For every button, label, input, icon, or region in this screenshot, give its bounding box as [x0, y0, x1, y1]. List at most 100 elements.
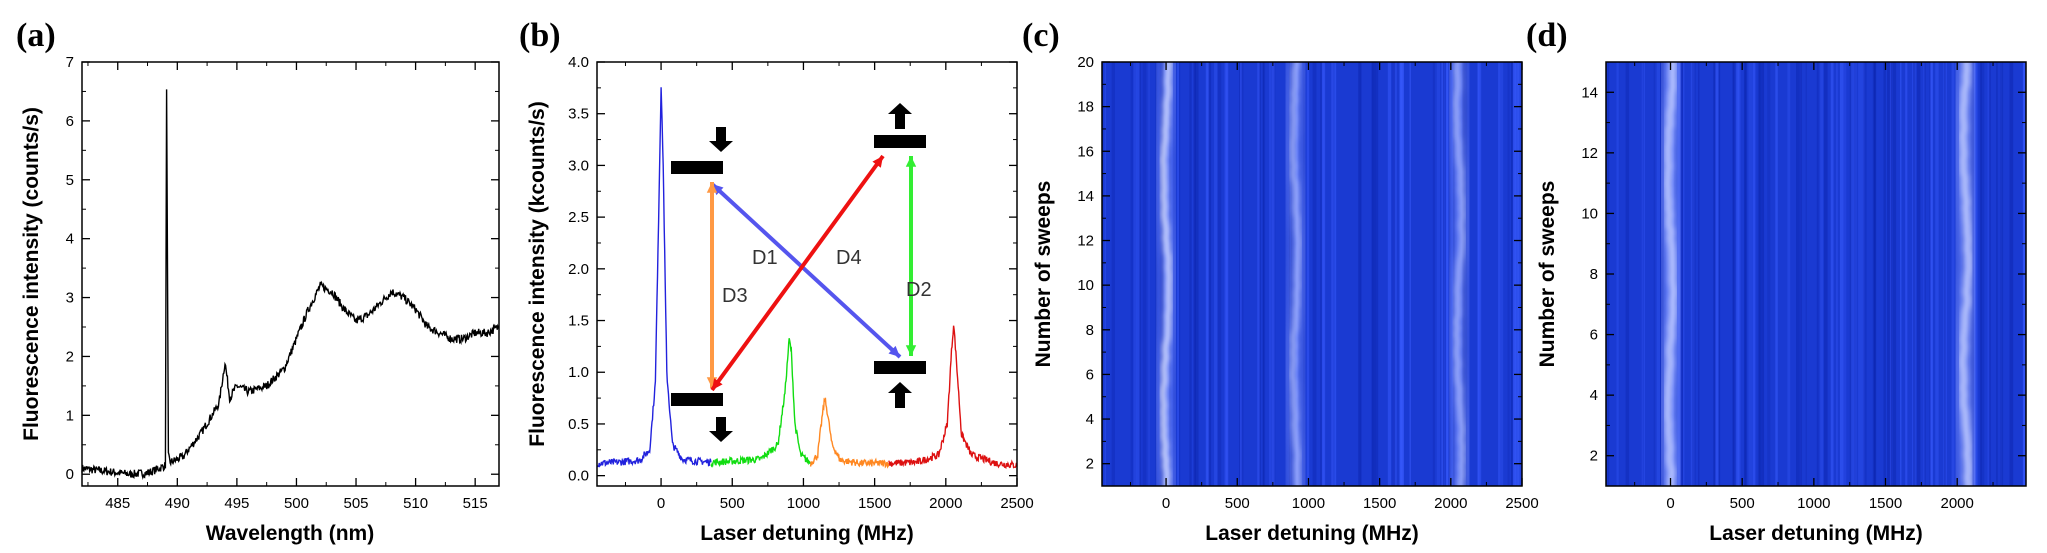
panel-c-noise-stripe [1510, 62, 1513, 486]
panel-c-noise-stripe [1400, 62, 1404, 486]
panel-c-ticks: 0 500 1000 1500 2000 2500 2 4 6 8 10 12 14 16 18 20 [1077, 54, 1538, 512]
panel-d-noise-stripe [1912, 62, 1917, 486]
panel-d-noise-stripe [1743, 62, 1747, 486]
panel-d-noise-stripe [1713, 62, 1716, 486]
panel-d-noise-stripe [2009, 62, 2014, 486]
panel-c-ytick-label: 12 [1077, 233, 1094, 250]
panel-d-noise-stripe [1923, 62, 1925, 486]
panel-b-ytick-label: 3.0 [568, 157, 589, 174]
panel-d-ytick-label: 12 [1581, 145, 1598, 162]
panel-d-noise-stripe [1796, 62, 1800, 486]
strain-arrow-up-bottom-shaft [895, 392, 905, 408]
panel-d-noise-stripe [1616, 62, 1619, 486]
panel-c-ytick-label: 20 [1077, 54, 1094, 71]
panel-a-xtick-label: 510 [403, 495, 428, 512]
panel-d-noise-stripe [1905, 62, 1908, 486]
panel-c-frame [1101, 61, 1523, 487]
panel-d-noise-stripe [1996, 62, 1998, 486]
panel-d-noise-stripe [1732, 62, 1735, 486]
panel-d-noise-stripe [1849, 62, 1853, 486]
panel-a-xtick-label: 490 [165, 495, 190, 512]
panel-b-ytick-label: 3.5 [568, 106, 589, 123]
panel-c-noise-stripe [1104, 62, 1107, 486]
panel-d-noise-stripe [1839, 62, 1844, 486]
panel-c-noise-stripe [1392, 62, 1395, 486]
panel-c-ytick-label: 4 [1086, 411, 1094, 428]
panel-c-noise-stripe [1262, 62, 1265, 486]
panel-c-noise-stripe [1441, 62, 1445, 486]
annotation-d2: D2 [906, 279, 932, 301]
panel-d-noise-stripe [1944, 62, 1946, 486]
panel-c-noise-stripe [1217, 62, 1222, 486]
panel-c-noise-stripe [1269, 62, 1273, 486]
panel-d-ytick-label: 14 [1581, 84, 1598, 101]
panel-b-chart: 0 500 1000 1500 2000 2500 0.0 0.5 1.0 1.5 2.0 2.5 3.… [526, 54, 1034, 545]
panel-d-noise-stripe [1758, 62, 1763, 486]
panel-b-ytick-label: 4.0 [568, 54, 589, 71]
panel-b-xtick-label: 500 [720, 495, 745, 512]
panel-a-ytick-label: 0 [66, 466, 74, 483]
panel-c-noise-stripe [1432, 62, 1435, 486]
strain-arrow-up-top-head [888, 103, 912, 114]
panel-d-noise-stripe [1987, 62, 1990, 486]
panel-d-noise-stripe [1761, 62, 1764, 486]
panel-d-noise-stripe [1824, 62, 1828, 486]
panel-d-noise-stripe [1923, 62, 1926, 486]
panel-b-series-line-0 [596, 87, 712, 468]
panel-d-noise-stripe [1693, 62, 1696, 486]
panel-c-noise-stripe [1446, 62, 1448, 486]
panel-d-noise-stripe [1690, 62, 1695, 486]
panel-c-xtick-label: 0 [1162, 495, 1170, 512]
panel-c-noise-stripe [1400, 62, 1405, 486]
panel-c-xtick-label: 1500 [1363, 495, 1396, 512]
panel-d-noise-stripe [1989, 62, 1991, 486]
panel-c-noise-stripe [1372, 62, 1376, 486]
panel-d-noise-stripe [1853, 62, 1857, 486]
panel-b-ylabel: Fluorescence intensity (kcounts/s) [526, 101, 549, 446]
panel-d-noise-stripe [1930, 62, 1933, 486]
panel-c-noise-stripe [1225, 62, 1229, 486]
panel-c-noise-stripe [1450, 62, 1454, 486]
panel-c-noise-stripe [1147, 62, 1149, 486]
panel-c-noise-stripe [1288, 62, 1291, 486]
level-lower-left [671, 393, 723, 406]
panel-b-xtick-label: 1500 [858, 495, 891, 512]
panel-b-series [596, 87, 1018, 470]
panel-b-ytick-label: 1.5 [568, 313, 589, 330]
panel-c-noise-stripe [1214, 62, 1218, 486]
panel-c-noise-stripe [1160, 62, 1163, 486]
panel-c-noise-stripe [1399, 62, 1402, 486]
panel-a-chart: 485 490 495 500 505 510 515 0 1 2 3 4 5 6 7 Wavelength… [20, 54, 500, 545]
panel-c-noise-stripe [1442, 62, 1445, 486]
panel-d-noise-stripe [1641, 62, 1643, 486]
panel-d-noise-stripe [1817, 62, 1819, 486]
panel-c-noise-stripe [1240, 62, 1244, 486]
panel-a-xtick-label: 515 [463, 495, 488, 512]
panel-d-line-core-0 [1663, 62, 1678, 486]
panel-d-noise-stripe [1900, 62, 1902, 486]
panel-c-noise-stripe [1130, 62, 1133, 486]
panel-c-ytick-label: 16 [1077, 143, 1094, 160]
panel-d-noise-stripe [1736, 62, 1739, 486]
panel-label-b: (b) [519, 17, 561, 54]
panel-d-noise-stripe [1935, 62, 1939, 486]
panel-c-noise-stripe [1142, 62, 1147, 486]
arrow-d4-head-start [712, 378, 723, 390]
panel-b-ytick-label: 2.5 [568, 209, 589, 226]
panel-c-noise-stripe [1387, 62, 1392, 486]
panel-b-xtick-label: 0 [657, 495, 665, 512]
panel-c-noise-stripe [1393, 62, 1397, 486]
arrow-d2-head-start [905, 156, 917, 167]
panel-c-noise-stripe [1258, 62, 1261, 486]
panel-d-noise-stripe [1863, 62, 1867, 486]
panel-d-ytick-label: 2 [1590, 448, 1598, 465]
panel-d-noise-stripe [1836, 62, 1838, 486]
panel-d-line-core-1 [1958, 62, 1973, 486]
panel-c-noise-stripe [1445, 62, 1449, 486]
arrow-d1-head-end [888, 345, 900, 357]
panel-d-noise-stripe [1656, 62, 1661, 486]
panel-c-xtick-label: 2500 [1505, 495, 1538, 512]
panel-d-noise-stripe [1816, 62, 1818, 486]
panel-b-ytick-label: 2.0 [568, 261, 589, 278]
panel-d-noise-stripe [1683, 62, 1685, 486]
